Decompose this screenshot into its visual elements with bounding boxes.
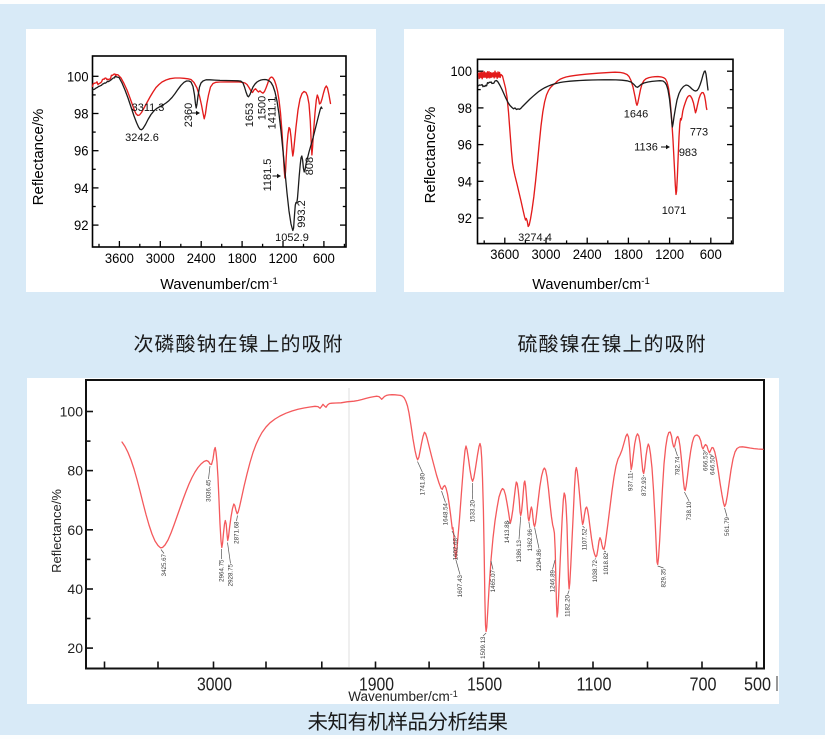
svg-text:808: 808 — [304, 157, 316, 175]
svg-text:40: 40 — [67, 581, 83, 597]
svg-text:1500: 1500 — [257, 96, 269, 120]
svg-text:60: 60 — [67, 522, 83, 538]
svg-text:94: 94 — [458, 173, 473, 189]
svg-text:1900: 1900 — [359, 674, 394, 695]
svg-text:3000: 3000 — [197, 674, 232, 695]
svg-text:500: 500 — [744, 674, 771, 695]
svg-text:Reflectance/%: Reflectance/% — [30, 109, 47, 206]
svg-text:2360: 2360 — [183, 103, 195, 127]
svg-text:98: 98 — [74, 106, 89, 122]
svg-text:937.11: 937.11 — [627, 472, 634, 491]
svg-text:1602.68: 1602.68 — [453, 537, 460, 560]
svg-text:872.93: 872.93 — [641, 476, 648, 495]
svg-text:738.10: 738.10 — [686, 501, 693, 520]
svg-text:94: 94 — [74, 180, 89, 196]
svg-text:1411.1: 1411.1 — [267, 97, 279, 130]
svg-text:3274.4: 3274.4 — [518, 232, 552, 244]
svg-text:100: 100 — [67, 68, 89, 84]
svg-text:2871.68: 2871.68 — [234, 521, 241, 544]
svg-text:Reflectance/%: Reflectance/% — [49, 489, 64, 573]
svg-text:2400: 2400 — [573, 246, 602, 262]
svg-text:2400: 2400 — [187, 250, 216, 266]
svg-text:1071: 1071 — [662, 205, 686, 217]
svg-text:3600: 3600 — [105, 250, 134, 266]
svg-text:Wavenumber/cm-1: Wavenumber/cm-1 — [160, 276, 278, 293]
svg-text:1648.54: 1648.54 — [443, 502, 450, 525]
svg-text:100: 100 — [60, 404, 84, 420]
svg-text:98: 98 — [458, 100, 473, 116]
svg-text:1653: 1653 — [244, 103, 256, 127]
svg-text:2964.75: 2964.75 — [219, 559, 226, 582]
svg-text:Reflectance/%: Reflectance/% — [422, 107, 439, 204]
svg-text:1182.20: 1182.20 — [565, 594, 572, 616]
svg-text:561.79: 561.79 — [724, 516, 731, 535]
svg-text:1413.88: 1413.88 — [504, 520, 511, 543]
svg-text:1038.72: 1038.72 — [592, 559, 599, 582]
svg-text:1100: 1100 — [577, 674, 612, 695]
svg-text:1018.82: 1018.82 — [603, 552, 610, 575]
svg-text:2928.75: 2928.75 — [228, 563, 235, 586]
svg-text:1136: 1136 — [634, 142, 658, 154]
svg-text:1800: 1800 — [228, 250, 257, 266]
svg-text:700: 700 — [690, 674, 717, 695]
svg-text:3000: 3000 — [146, 250, 175, 266]
svg-text:829.35: 829.35 — [661, 568, 668, 587]
svg-text:1200: 1200 — [655, 246, 684, 262]
svg-text:3242.6: 3242.6 — [125, 132, 159, 144]
svg-text:782.74: 782.74 — [675, 456, 682, 475]
svg-text:1800: 1800 — [614, 246, 643, 262]
svg-text:1246.89: 1246.89 — [550, 569, 557, 592]
svg-text:Wavenumber/cm-1: Wavenumber/cm-1 — [532, 276, 650, 293]
svg-text:100: 100 — [451, 63, 473, 79]
svg-text:983: 983 — [679, 147, 697, 159]
svg-text:1362.96: 1362.96 — [527, 528, 534, 551]
svg-text:1741.80: 1741.80 — [420, 472, 427, 495]
svg-text:3600: 3600 — [490, 246, 519, 262]
svg-text:1200: 1200 — [269, 250, 298, 266]
svg-text:1533.20: 1533.20 — [470, 499, 477, 522]
svg-text:20: 20 — [67, 640, 83, 656]
svg-text:1646: 1646 — [624, 109, 648, 121]
svg-text:1509.13: 1509.13 — [480, 636, 487, 659]
svg-text:1294.86: 1294.86 — [536, 548, 543, 571]
svg-text:1386.13: 1386.13 — [516, 539, 523, 562]
svg-text:92: 92 — [74, 217, 89, 233]
svg-text:96: 96 — [74, 143, 89, 159]
svg-text:1181.5: 1181.5 — [262, 159, 274, 192]
svg-text:600: 600 — [313, 250, 335, 266]
svg-text:80: 80 — [67, 463, 83, 479]
svg-text:600: 600 — [700, 246, 722, 262]
svg-text:993.2: 993.2 — [296, 200, 308, 228]
svg-text:3425.67: 3425.67 — [161, 553, 168, 576]
svg-text:1107.52: 1107.52 — [582, 528, 589, 550]
svg-text:92: 92 — [458, 210, 473, 226]
svg-text:1607.43: 1607.43 — [457, 574, 464, 597]
svg-text:773: 773 — [690, 127, 708, 139]
svg-text:Wavenumber/cm-1: Wavenumber/cm-1 — [348, 689, 458, 704]
svg-text:666.53: 666.53 — [703, 451, 710, 470]
svg-text:3036.45: 3036.45 — [206, 479, 213, 502]
svg-text:1500: 1500 — [467, 674, 502, 695]
svg-text:1052.9: 1052.9 — [275, 232, 309, 244]
svg-text:3311.3: 3311.3 — [132, 102, 165, 114]
svg-text:96: 96 — [458, 137, 473, 153]
svg-text:3000: 3000 — [532, 246, 561, 262]
svg-text:646.50: 646.50 — [710, 455, 717, 474]
svg-text:1465.07: 1465.07 — [490, 569, 497, 592]
